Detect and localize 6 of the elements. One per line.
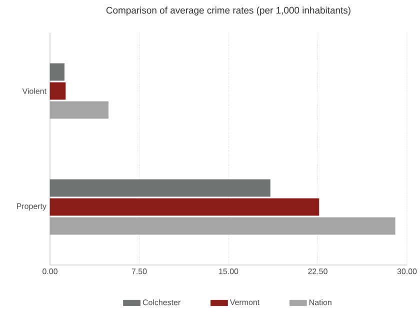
bar <box>50 82 66 100</box>
bar <box>50 198 320 216</box>
bar <box>50 179 270 197</box>
bar <box>50 101 109 119</box>
chart-title: Comparison of average crime rates (per 1,000 inhabitants) <box>106 6 350 16</box>
bar <box>50 63 64 81</box>
